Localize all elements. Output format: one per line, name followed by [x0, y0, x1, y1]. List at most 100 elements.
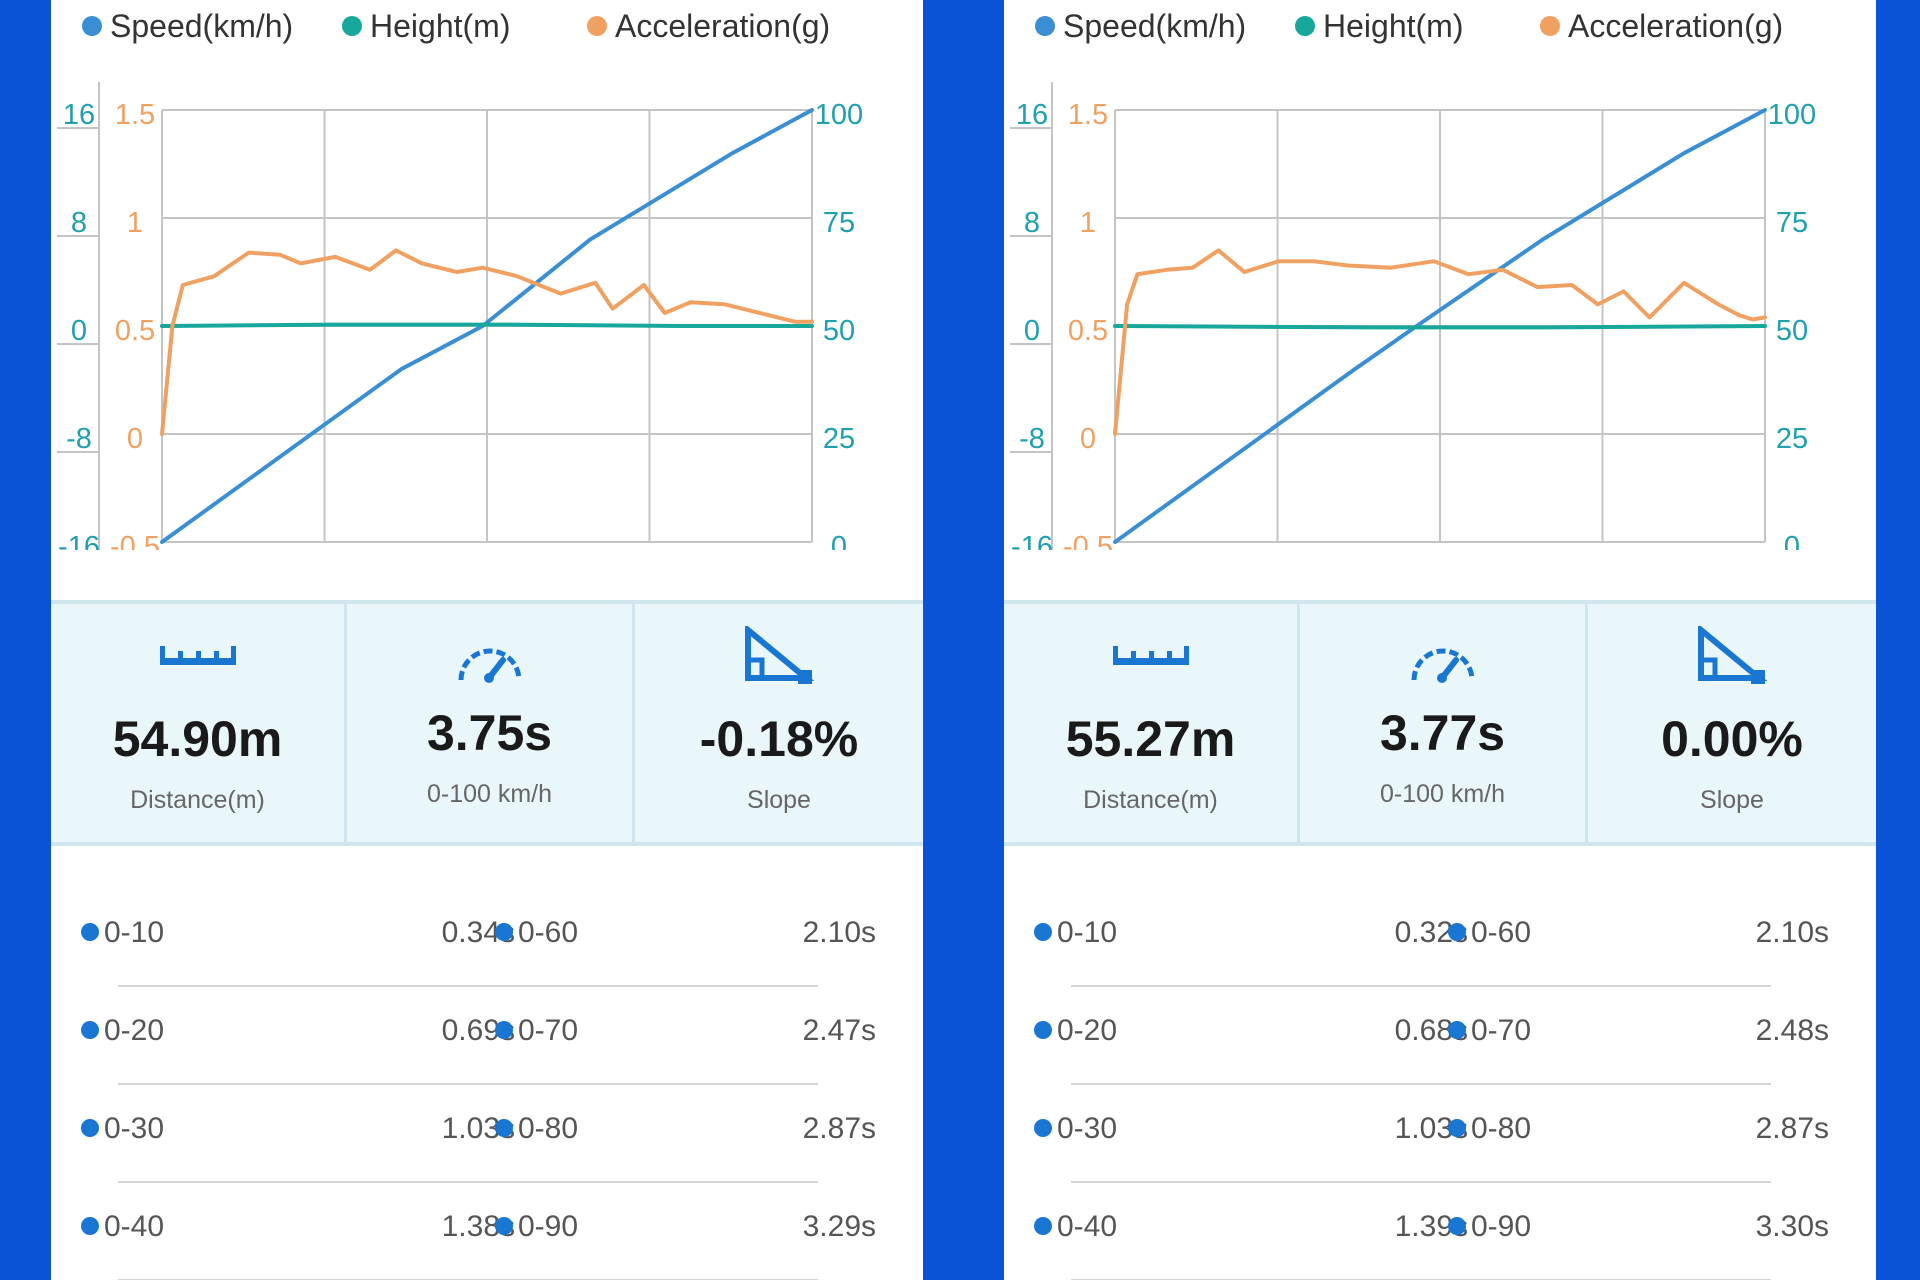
acceleration-tick-label: 0.5 — [1068, 315, 1108, 347]
split-range: 0-30 — [1057, 1112, 1118, 1145]
split-time-left: 0.68s — [1394, 1014, 1468, 1047]
split-range: 0-20 — [1057, 1014, 1118, 1047]
split-times-table: 0-10 0.34s 0-60 2.10s 0-20 0.69s 0-70 2.… — [51, 880, 923, 1280]
bullet-dot-icon — [495, 1020, 513, 1039]
height-tick-label: -16 — [1011, 531, 1053, 550]
legend-label: Height(m) — [370, 8, 511, 44]
speed-tick-label: 0 — [1784, 531, 1800, 550]
run-panel-left: Speed(km/h) Height(m) Acceleration(g) 16… — [51, 0, 923, 1280]
bullet-dot-icon — [1448, 922, 1466, 941]
acceleration-chart[interactable]: 16 1.5 100 8 1 75 0 0.5 50 -8 0 25 -16 -0.5 0 — [51, 70, 923, 550]
stat-label: 0-100 km/h — [1379, 780, 1506, 808]
split-time-right: 2.87s — [1755, 1112, 1829, 1145]
split-times-row: 0-10 0.34s 0-60 2.10s — [51, 880, 923, 987]
stat-zero-to-hundred: 3.75s 0-100 km/h — [347, 604, 635, 842]
bullet-dot-icon — [81, 1216, 99, 1235]
split-range: 0-60 — [518, 916, 579, 949]
stats-bar: 54.90m Distance(m) 3.75s 0-100 km/h -0.1… — [51, 600, 923, 846]
ruler-icon — [1112, 646, 1189, 665]
split-range: 0-70 — [518, 1014, 579, 1047]
split-label-left: 0-10 — [81, 916, 164, 950]
stat-zero-to-hundred: 3.77s 0-100 km/h — [1300, 604, 1588, 842]
split-label-right: 0-70 — [495, 1014, 578, 1048]
speed-tick-label: 0 — [831, 531, 847, 550]
row-divider — [118, 1083, 818, 1085]
split-label-left: 0-30 — [1034, 1112, 1117, 1146]
ruler-icon — [159, 646, 236, 665]
legend-item-speed[interactable]: Speed(km/h) — [1035, 8, 1246, 44]
height-tick-label: 0 — [71, 315, 87, 347]
speed-tick-label: 100 — [815, 99, 863, 131]
split-range: 0-10 — [104, 916, 165, 949]
bullet-dot-icon — [495, 922, 513, 941]
split-times-row: 0-20 0.69s 0-70 2.47s — [51, 978, 923, 1085]
split-time-right: 2.10s — [802, 916, 876, 949]
bullet-dot-icon — [1034, 1216, 1052, 1235]
stat-value: 54.90m — [112, 711, 283, 767]
legend-label: Acceleration(g) — [1568, 8, 1784, 44]
legend-label: Acceleration(g) — [615, 8, 831, 44]
height-tick-label: -8 — [1019, 423, 1045, 455]
height-series-line — [160, 322, 814, 328]
legend-item-acceleration[interactable]: Acceleration(g) — [587, 8, 830, 44]
stat-distance: 55.27m Distance(m) — [1004, 604, 1300, 842]
stat-label: Slope — [747, 786, 811, 814]
speed-series-line — [1113, 108, 1767, 544]
speed-tick-label: 50 — [1776, 315, 1808, 347]
legend-item-acceleration[interactable]: Acceleration(g) — [1540, 8, 1783, 44]
height-tick-label: 16 — [1016, 99, 1048, 131]
legend-item-speed[interactable]: Speed(km/h) — [82, 8, 293, 44]
bullet-dot-icon — [81, 1020, 99, 1039]
split-label-right: 0-90 — [1448, 1210, 1531, 1244]
bullet-dot-icon — [81, 922, 99, 941]
split-time-left: 1.03s — [441, 1112, 515, 1145]
acceleration-tick-label: 0.5 — [115, 315, 155, 347]
stat-value: -0.18% — [699, 711, 859, 767]
stat-slope: 0.00% Slope — [1588, 604, 1876, 842]
bullet-dot-icon — [81, 1118, 99, 1137]
stat-value: 0.00% — [1661, 711, 1803, 767]
legend-dot — [587, 16, 607, 37]
split-range: 0-90 — [518, 1210, 579, 1243]
split-range: 0-40 — [104, 1210, 165, 1243]
stat-value: 3.75s — [426, 705, 553, 761]
acceleration-tick-label: -0.5 — [1063, 531, 1113, 550]
legend-label: Speed(km/h) — [110, 8, 294, 44]
stat-value: 55.27m — [1065, 711, 1236, 767]
speed-tick-label: 75 — [1776, 207, 1808, 239]
split-times-row: 0-30 1.03s 0-80 2.87s — [1004, 1076, 1876, 1183]
stat-label: Distance(m) — [1083, 786, 1218, 814]
split-times-row: 0-30 1.03s 0-80 2.87s — [51, 1076, 923, 1183]
stat-value: 3.77s — [1379, 705, 1506, 761]
acceleration-tick-label: 1.5 — [1068, 99, 1108, 131]
split-label-left: 0-40 — [1034, 1210, 1117, 1244]
split-times-table: 0-10 0.32s 0-60 2.10s 0-20 0.68s 0-70 2.… — [1004, 880, 1876, 1280]
split-label-left: 0-10 — [1034, 916, 1117, 950]
run-panel-right: Speed(km/h) Height(m) Acceleration(g) 16… — [1004, 0, 1876, 1280]
legend-item-height[interactable]: Height(m) — [1295, 8, 1463, 44]
legend-dot — [1035, 16, 1055, 37]
legend-dot — [342, 16, 362, 37]
acceleration-tick-label: 1.5 — [115, 99, 155, 131]
bullet-dot-icon — [495, 1118, 513, 1137]
speed-tick-label: 50 — [823, 315, 855, 347]
split-label-right: 0-80 — [495, 1112, 578, 1146]
split-time-right: 3.30s — [1755, 1210, 1829, 1243]
height-tick-label: -8 — [66, 423, 92, 455]
split-time-left: 0.34s — [441, 916, 515, 949]
legend-dot — [1295, 16, 1315, 37]
acceleration-chart[interactable]: 16 1.5 100 8 1 75 0 0.5 50 -8 0 25 -16 -0.5 0 — [1004, 70, 1876, 550]
legend-item-height[interactable]: Height(m) — [342, 8, 510, 44]
bullet-dot-icon — [1448, 1118, 1466, 1137]
acceleration-series-line — [1113, 248, 1767, 436]
slope-icon — [745, 626, 815, 684]
speed-tick-label: 100 — [1768, 99, 1816, 131]
row-divider — [1071, 985, 1771, 987]
acceleration-series-line — [160, 248, 814, 436]
bullet-dot-icon — [1448, 1020, 1466, 1039]
height-tick-label: 8 — [71, 207, 87, 239]
height-tick-label: -16 — [58, 531, 100, 550]
speed-tick-label: 25 — [823, 423, 855, 455]
split-label-right: 0-70 — [1448, 1014, 1531, 1048]
split-label-right: 0-80 — [1448, 1112, 1531, 1146]
